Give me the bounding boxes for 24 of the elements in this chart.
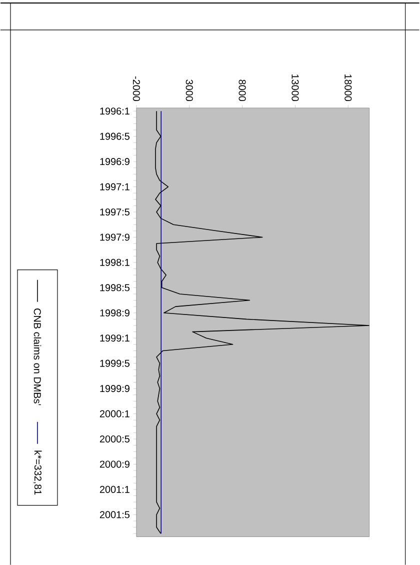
x-tick-label: 3000 [186,80,193,102]
y-tick-label: 1997:1 [100,183,130,190]
y-tick-label: 1999:1 [100,334,130,342]
y-tick-label: 1998:9 [100,309,130,316]
y-tick-label: 2000:1 [100,410,130,418]
y-tick-label: 1997:9 [100,234,130,241]
y-tick-label: 1996:9 [100,158,130,166]
y-tick-label: 1998:5 [100,284,130,292]
legend-label: CNB claims on DMBs' [34,308,42,406]
y-tick-label: 1999:9 [100,385,130,392]
y-tick-label: 2001:1 [100,486,130,493]
legend-label: k*=332,81 [33,450,42,495]
y-tick-label: 1996:5 [100,132,130,140]
x-tick-label: 13000 [292,74,299,102]
y-tick-label: 1998:1 [100,258,130,266]
y-tick-label: 2001:5 [100,511,130,518]
x-tick-label: 8000 [238,80,246,102]
y-tick-label: 2000:5 [100,435,130,443]
y-tick-label: 1997:5 [100,208,130,216]
y-tick-label: 1999:5 [100,360,130,367]
y-tick-label: 1996:1 [100,108,130,115]
x-tick-label: -2000 [133,76,140,102]
y-tick-label: 2000:9 [100,460,130,468]
x-tick-label: 18000 [344,74,352,102]
